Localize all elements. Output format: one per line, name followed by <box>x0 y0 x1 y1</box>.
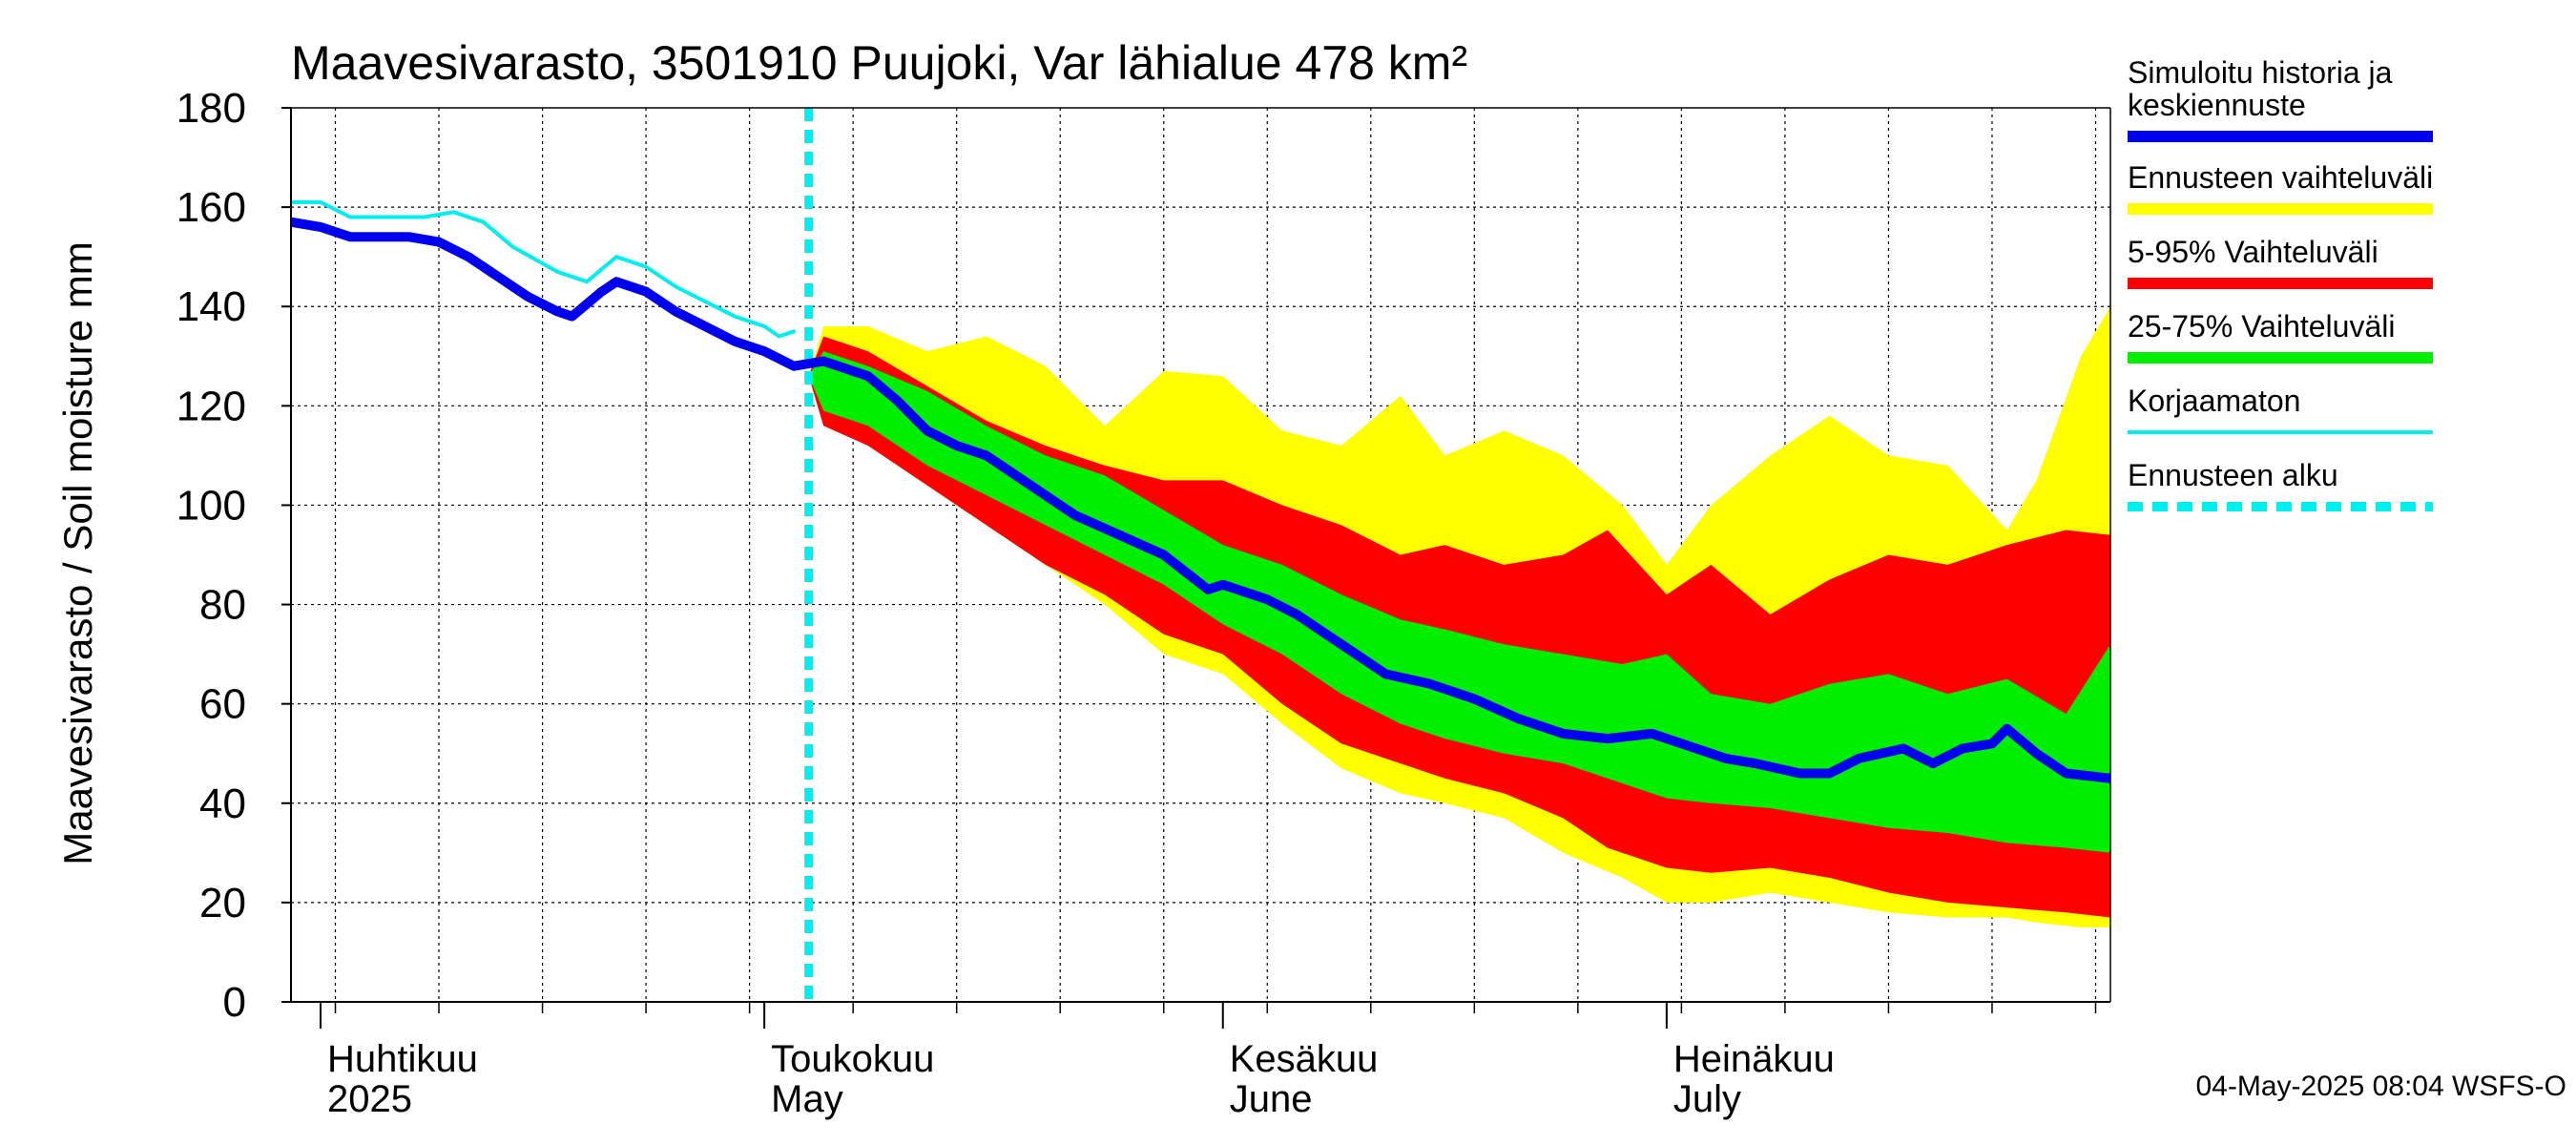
band-p25-75 <box>808 351 2110 853</box>
x-tick-label-month: Huhtikuu <box>327 1038 478 1080</box>
chart-title: Maavesivarasto, 3501910 Puujoki, Var läh… <box>291 36 1467 90</box>
x-tick-label-month: Heinäkuu <box>1673 1038 1835 1080</box>
y-tick-label: 140 <box>177 283 246 330</box>
x-tick-label-sub: July <box>1673 1078 1741 1120</box>
y-tick-label: 40 <box>199 781 246 827</box>
y-tick-label: 80 <box>199 582 246 629</box>
y-axis-ticks: 0 20 40 60 80 100 120 140 160 180 <box>177 85 291 1026</box>
y-tick-label: 0 <box>223 979 246 1026</box>
y-tick-label: 20 <box>199 880 246 926</box>
footer-timestamp: 04-May-2025 08:04 WSFS-O <box>2196 1071 2567 1102</box>
legend-label-uncorrected: Korjaamaton <box>2128 384 2300 418</box>
x-tick-label-sub: 2025 <box>327 1078 412 1120</box>
legend-label-p25_75: 25-75% Vaihteluväli <box>2128 309 2395 344</box>
legend-label-minmax: Ennusteen vaihteluväli <box>2128 160 2433 195</box>
x-tick-label-sub: June <box>1230 1078 1313 1120</box>
y-axis-label: Maavesivarasto / Soil moisture mm <box>55 241 100 865</box>
legend-label-p5_95: 5-95% Vaihteluväli <box>2128 235 2379 269</box>
grid-lines <box>291 108 2110 1002</box>
legend-label-forecast_start: Ennusteen alku <box>2128 458 2338 492</box>
series-lines <box>291 108 2110 1002</box>
x-tick-label-sub: May <box>771 1078 843 1120</box>
y-tick-label: 120 <box>177 383 246 429</box>
series-line-uncorrected <box>291 199 797 339</box>
legend-label-median: Simuloitu historia ja <box>2128 55 2393 90</box>
x-tick-label-month: Toukokuu <box>771 1038 934 1080</box>
y-tick-label: 160 <box>177 184 246 231</box>
y-tick-label: 180 <box>177 85 246 132</box>
plot-frame <box>290 107 2111 1003</box>
y-tick-label: 60 <box>199 681 246 728</box>
series-line-median <box>291 217 2110 783</box>
legend-label-median: keskiennuste <box>2128 88 2306 122</box>
x-tick-label-month: Kesäkuu <box>1230 1038 1379 1080</box>
y-tick-label: 100 <box>177 482 246 529</box>
